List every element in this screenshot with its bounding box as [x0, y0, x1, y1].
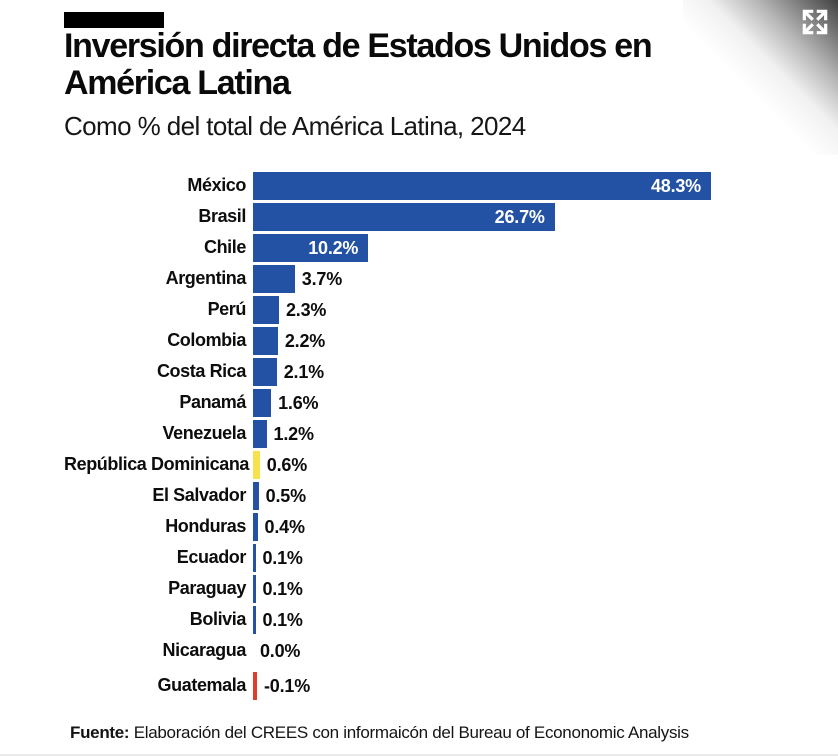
bar — [253, 481, 259, 510]
chart-row: Honduras 0.4% — [64, 511, 782, 542]
bar-track: 0.1% — [253, 574, 782, 603]
value-label: 0.1% — [262, 547, 303, 568]
bar — [253, 171, 711, 200]
chart-row: República Dominicana 0.6% — [64, 449, 782, 480]
value-label: 0.5% — [265, 485, 306, 506]
chart-row: El Salvador 0.5% — [64, 480, 782, 511]
chart-row: Chile 10.2% — [64, 232, 782, 263]
category-label: Chile — [203, 237, 246, 257]
value-label: 0.4% — [264, 516, 305, 537]
page-title: Inversión directa de Estados Unidos en A… — [64, 27, 653, 103]
value-label: 0.6% — [266, 454, 307, 475]
bar-track: 0.6% — [253, 450, 782, 479]
category-label: Argentina — [165, 268, 247, 288]
chart-row: Paraguay 0.1% — [64, 573, 782, 604]
bar — [253, 388, 272, 417]
value-label: 10.2% — [308, 237, 359, 258]
bar-track: 26.7% — [253, 202, 782, 231]
bar-track: 2.3% — [253, 295, 782, 324]
category-label: Perú — [207, 299, 247, 319]
expand-fullscreen-button[interactable] — [799, 6, 831, 38]
bar-track: 2.1% — [253, 357, 782, 386]
bar — [253, 671, 257, 700]
bar-track: 1.6% — [253, 388, 782, 417]
value-label: 2.3% — [285, 299, 327, 320]
chart-row: México 48.3% — [64, 170, 782, 201]
bar-track: -0.1% — [253, 671, 782, 700]
value-label: 3.7% — [301, 268, 343, 289]
value-label: 0.1% — [262, 578, 303, 599]
value-label: 48.3% — [650, 175, 701, 196]
bar-track: 3.7% — [253, 264, 782, 293]
chart-row: Venezuela 1.2% — [64, 418, 782, 449]
category-label: Paraguay — [168, 578, 246, 598]
logo-bar — [64, 12, 164, 28]
category-label: México — [187, 175, 246, 195]
bar-chart: México 48.3% Brasil 26.7% Chile 10.2% Argentin… — [64, 170, 782, 701]
bottom-divider — [0, 754, 838, 756]
value-label: 26.7% — [494, 206, 545, 227]
expand-arrows-icon — [799, 9, 831, 41]
value-label: 1.6% — [278, 392, 319, 413]
chart-row: Perú 2.3% — [64, 294, 782, 325]
chart-row: Bolivia 0.1% — [64, 604, 782, 635]
chart-subtitle: Como % del total de América Latina, 2024 — [64, 111, 526, 141]
chart-row: Costa Rica 2.1% — [64, 356, 782, 387]
category-label: Ecuador — [176, 547, 247, 567]
bar-track: 10.2% — [253, 233, 782, 262]
bar — [253, 543, 256, 572]
bar-track: 0.5% — [253, 481, 782, 510]
bar — [253, 605, 256, 634]
category-label: Nicaragua — [162, 640, 247, 660]
bar — [253, 357, 277, 386]
bar — [253, 202, 555, 231]
bar — [253, 264, 295, 293]
bar-track: 0.1% — [253, 605, 782, 634]
category-label: Guatemala — [157, 675, 247, 695]
bar — [253, 450, 260, 479]
category-label: Bolivia — [189, 609, 247, 629]
value-label: 0.1% — [262, 609, 303, 630]
bar-track: 2.2% — [253, 326, 782, 355]
category-label: El Salvador — [152, 485, 246, 505]
value-label: -0.1% — [264, 675, 311, 696]
category-label: República Dominicana — [64, 454, 250, 474]
bar — [253, 512, 258, 541]
chart-row: Ecuador 0.1% — [64, 542, 782, 573]
bar — [253, 233, 369, 262]
category-label: Honduras — [165, 516, 246, 536]
category-label: Venezuela — [162, 423, 247, 443]
bar-track: 1.2% — [253, 419, 782, 448]
category-label: Brasil — [198, 206, 246, 226]
value-label: 2.1% — [283, 361, 324, 382]
chart-row: Nicaragua 0.0% — [64, 635, 782, 666]
bar-track: 0.1% — [253, 543, 782, 572]
value-label: 1.2% — [273, 423, 314, 444]
source-prefix: Fuente: — [70, 723, 130, 742]
bar-track: 0.0% — [253, 637, 782, 665]
chart-row: Panamá 1.6% — [64, 387, 782, 418]
chart-row: Colombia 2.2% — [64, 325, 782, 356]
value-label: 2.2% — [284, 330, 326, 351]
bar — [253, 419, 267, 448]
source-note: Fuente: Elaboración del CREES con inform… — [70, 723, 689, 743]
source-text: Elaboración del CREES con informaicón de… — [129, 723, 689, 742]
chart-row: Argentina 3.7% — [64, 263, 782, 294]
bar — [253, 295, 279, 324]
bar-track: 48.3% — [253, 171, 782, 200]
bar — [253, 326, 278, 355]
chart-row: Guatemala -0.1% — [64, 670, 782, 701]
category-label: Panamá — [179, 392, 246, 412]
chart-row: Brasil 26.7% — [64, 201, 782, 232]
value-label: 0.0% — [260, 640, 301, 661]
category-label: Colombia — [167, 330, 246, 350]
bar — [253, 574, 256, 603]
category-label: Costa Rica — [156, 361, 246, 381]
bar-track: 0.4% — [253, 512, 782, 541]
